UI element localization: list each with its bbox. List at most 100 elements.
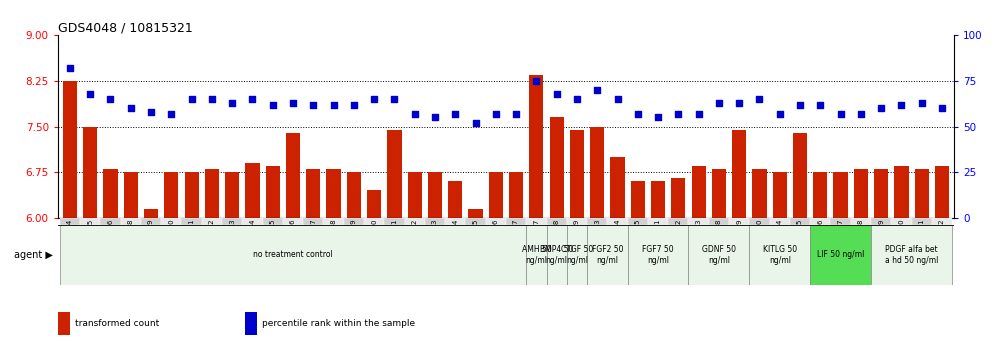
Bar [202, 218, 222, 225]
Bar [608, 218, 627, 225]
Bar [509, 172, 523, 218]
Bar [364, 218, 384, 225]
Text: GSM510062: GSM510062 [939, 218, 945, 261]
Point [934, 105, 950, 111]
Bar [161, 218, 181, 225]
Point [488, 111, 504, 116]
Bar [611, 157, 624, 218]
Text: GSM510031: GSM510031 [188, 218, 194, 261]
Point [853, 111, 869, 116]
Point [792, 102, 808, 108]
Bar [184, 172, 199, 218]
Bar [347, 172, 361, 218]
Bar [894, 166, 908, 218]
Text: GSM510038: GSM510038 [331, 218, 337, 261]
Point [163, 111, 179, 116]
Bar [104, 169, 118, 218]
Bar [935, 166, 949, 218]
Bar [749, 225, 810, 285]
Point [83, 91, 99, 97]
Text: PDGF alfa bet
a hd 50 ng/ml: PDGF alfa bet a hd 50 ng/ml [884, 245, 938, 264]
Bar [428, 172, 442, 218]
Bar [773, 172, 787, 218]
Point [326, 102, 342, 108]
Bar [587, 225, 627, 285]
Text: GSM510048: GSM510048 [716, 218, 722, 261]
Text: FGF7 50
ng/ml: FGF7 50 ng/ml [642, 245, 674, 264]
Text: GSM510029: GSM510029 [148, 218, 154, 261]
Bar [101, 218, 121, 225]
Bar [671, 178, 685, 218]
Text: GSM510033: GSM510033 [229, 218, 235, 261]
Bar [425, 218, 445, 225]
Bar [245, 163, 260, 218]
Point [62, 65, 78, 71]
Text: GSM509259: GSM509259 [574, 218, 580, 261]
Bar [790, 218, 810, 225]
Point [244, 96, 260, 102]
Text: GSM510055: GSM510055 [797, 218, 803, 261]
Point [913, 100, 929, 106]
Text: GSM509257: GSM509257 [534, 218, 540, 261]
Bar [506, 218, 526, 225]
Text: GSM510057: GSM510057 [838, 218, 844, 261]
Text: GSM510037: GSM510037 [311, 218, 317, 261]
Text: transformed count: transformed count [75, 319, 159, 329]
Bar [668, 218, 688, 225]
Bar [749, 218, 770, 225]
Bar [407, 172, 421, 218]
Text: GSM510063: GSM510063 [595, 218, 601, 261]
Point [549, 91, 565, 97]
Bar [58, 313, 70, 336]
Bar [404, 218, 425, 225]
Point [427, 115, 443, 120]
Bar [770, 218, 790, 225]
Bar [327, 169, 341, 218]
Point [772, 111, 788, 116]
Bar [486, 218, 506, 225]
Point [752, 96, 768, 102]
Bar [526, 218, 547, 225]
Point [508, 111, 524, 116]
Bar [831, 218, 851, 225]
Text: GSM510050: GSM510050 [757, 218, 763, 261]
Point [346, 102, 362, 108]
Text: GSM510040: GSM510040 [372, 218, 377, 261]
Bar [834, 172, 848, 218]
Bar [468, 209, 483, 218]
Text: GSM510032: GSM510032 [209, 218, 215, 261]
Bar [813, 172, 828, 218]
Bar [225, 172, 239, 218]
Point [711, 100, 727, 106]
Bar [914, 169, 929, 218]
Bar [854, 169, 868, 218]
Text: GSM510030: GSM510030 [168, 218, 174, 261]
Text: GSM510054: GSM510054 [777, 218, 783, 261]
Text: AMH 50
ng/ml: AMH 50 ng/ml [522, 245, 551, 264]
Point [183, 96, 199, 102]
Bar [83, 127, 98, 218]
Bar [709, 218, 729, 225]
Text: GSM510043: GSM510043 [432, 218, 438, 261]
Bar [303, 218, 324, 225]
Text: GSM510061: GSM510061 [918, 218, 924, 261]
Bar [60, 225, 526, 285]
Bar [448, 181, 462, 218]
Text: GSM510064: GSM510064 [615, 218, 621, 261]
Bar [489, 172, 503, 218]
Point [447, 111, 463, 116]
Bar [121, 218, 140, 225]
Bar [911, 218, 932, 225]
Text: GSM510044: GSM510044 [452, 218, 458, 261]
Text: GDNF 50
ng/ml: GDNF 50 ng/ml [702, 245, 736, 264]
Bar [144, 209, 158, 218]
Text: GSM510052: GSM510052 [675, 218, 681, 261]
Text: GSM509255: GSM509255 [88, 218, 94, 261]
Text: GSM509258: GSM509258 [554, 218, 560, 261]
Point [610, 96, 625, 102]
Bar [587, 218, 608, 225]
Bar [242, 218, 263, 225]
Bar [140, 218, 161, 225]
Bar [164, 172, 178, 218]
Text: KITLG 50
ng/ml: KITLG 50 ng/ml [763, 245, 797, 264]
